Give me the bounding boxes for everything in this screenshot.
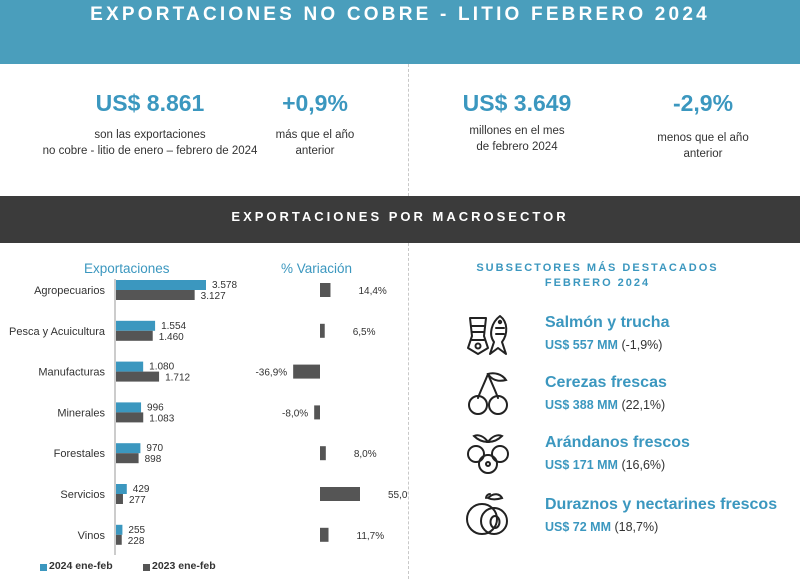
data-label-2023-agropecuarios: 3.127 <box>201 291 226 302</box>
blueberry-icon <box>467 434 509 474</box>
bar-2023-pesca-y-acuicultura <box>116 330 153 341</box>
bar-2024-forestales <box>116 443 141 454</box>
data-label-2023-minerales: 1.083 <box>149 413 174 424</box>
variation-label-servicios: 55,0% <box>388 490 408 501</box>
kpi-month-desc-2: de febrero 2024 <box>476 141 558 153</box>
data-label-2023-vinos: 228 <box>128 536 145 547</box>
legend-label-2023: 2023 ene-feb <box>152 560 216 572</box>
kpi-total-change-desc-1: más que el año <box>275 129 355 141</box>
bar-2023-servicios <box>116 494 123 504</box>
category-label-servicios: Servicios <box>60 489 105 501</box>
kpi-divider <box>408 64 409 196</box>
cherry-icon <box>468 372 508 415</box>
category-label-manufacturas: Manufacturas <box>38 367 105 379</box>
subsector-value-3: US$ 72 MM <box>545 520 611 534</box>
fish-icon <box>467 315 508 355</box>
variation-bar-pesca-y-acuicultura <box>320 323 325 338</box>
variation-bar-manufacturas <box>293 364 320 379</box>
subsector-value-row-0: US$ 557 MM (-1,9%) <box>545 338 662 352</box>
bar-2023-agropecuarios <box>116 290 195 300</box>
bar-2023-manufacturas <box>116 371 160 382</box>
subsector-value-2: US$ 171 MM <box>545 458 618 472</box>
bar-2024-manufacturas <box>116 361 144 372</box>
exports-column-title: Exportaciones <box>84 261 170 276</box>
kpi-total-change-desc-2: anterior <box>295 145 335 157</box>
subsector-change-3: (18,7%) <box>614 520 659 534</box>
data-label-2023-manufacturas: 1.712 <box>165 373 190 384</box>
data-label-2024-servicios: 429 <box>133 484 150 495</box>
category-label-minerales: Minerales <box>57 407 105 419</box>
variation-bar-vinos <box>320 527 329 542</box>
kpi-total-desc-1: son las exportaciones <box>94 129 206 141</box>
peach-icon <box>466 493 508 535</box>
kpi-month-change-desc-1: menos que el año <box>657 132 749 144</box>
subsectors-title: SUBSECTORES MÁS DESTACADOS FEBRERO 2024 <box>455 261 740 291</box>
data-label-2023-servicios: 277 <box>129 495 146 506</box>
subsector-value-row-1: US$ 388 MM (22,1%) <box>545 398 665 412</box>
subsector-value-row-3: US$ 72 MM (18,7%) <box>545 520 658 534</box>
kpi-total-desc-2: no cobre - litio de enero – febrero de 2… <box>42 145 258 157</box>
subsectors-title-line-2: FEBRERO 2024 <box>544 277 651 289</box>
variation-bar-agropecuarios <box>320 283 331 297</box>
kpi-month-value: US$ 3.649 <box>462 90 572 116</box>
data-label-2024-minerales: 996 <box>147 402 164 413</box>
data-label-2024-pesca-y-acuicultura: 1.554 <box>161 321 186 332</box>
bar-2023-forestales <box>116 453 139 464</box>
variation-label-vinos: 11,7% <box>357 531 385 542</box>
category-label-forestales: Forestales <box>54 448 106 460</box>
kpi-total-change: +0,9% <box>282 90 348 116</box>
legend-swatch-2023 <box>143 564 150 571</box>
kpi-month-change-desc-2: anterior <box>683 148 723 160</box>
subsector-name-0: Salmón y trucha <box>545 314 670 331</box>
variation-bar-forestales <box>320 446 326 461</box>
subsector-value-row-2: US$ 171 MM (16,6%) <box>545 458 665 472</box>
subsector-name-1: Cerezas frescas <box>545 374 667 391</box>
variation-bar-minerales <box>314 405 320 420</box>
legend-swatch-2024 <box>40 564 47 571</box>
kpi-month-desc-1: millones en el mes <box>469 125 565 137</box>
subsector-name-3: Duraznos y nectarines frescos <box>545 496 778 513</box>
legend-label-2024: 2024 ene-feb <box>49 560 113 572</box>
bar-2024-vinos <box>116 524 123 535</box>
data-label-2024-manufacturas: 1.080 <box>149 362 174 373</box>
variation-bar-servicios <box>320 487 360 501</box>
data-label-2024-vinos: 255 <box>128 525 145 536</box>
kpi-month-change: -2,9% <box>672 90 734 116</box>
variation-label-manufacturas: -36,9% <box>255 368 287 379</box>
category-label-agropecuarios: Agropecuarios <box>34 285 105 297</box>
data-label-2023-pesca-y-acuicultura: 1.460 <box>159 332 184 343</box>
bar-2024-agropecuarios <box>116 280 206 290</box>
subsector-value-1: US$ 388 MM <box>545 398 618 412</box>
subsector-value-0: US$ 557 MM <box>545 338 618 352</box>
subsector-change-2: (16,6%) <box>621 458 666 472</box>
bar-2024-servicios <box>116 484 127 494</box>
subsector-change-1: (22,1%) <box>621 398 666 412</box>
bar-2023-minerales <box>116 412 144 423</box>
data-label-2023-forestales: 898 <box>145 454 162 465</box>
bar-2024-minerales <box>116 402 142 413</box>
variation-label-minerales: -8,0% <box>282 408 308 419</box>
category-label-vinos: Vinos <box>78 530 106 542</box>
subsectors-title-line-1: SUBSECTORES MÁS DESTACADOS <box>476 262 719 274</box>
subsector-change-0: (-1,9%) <box>621 338 663 352</box>
data-label-2024-agropecuarios: 3.578 <box>212 280 237 291</box>
variation-label-agropecuarios: 14,4% <box>358 286 386 297</box>
variation-label-pesca-y-acuicultura: 6,5% <box>353 327 376 338</box>
page-title: EXPORTACIONES NO COBRE - LITIO FEBRERO 2… <box>90 4 710 25</box>
data-label-2024-forestales: 970 <box>146 443 163 454</box>
variation-column-title: % Variación <box>281 261 353 276</box>
variation-label-forestales: 8,0% <box>354 449 377 460</box>
bar-2024-pesca-y-acuicultura <box>116 320 156 331</box>
lower-divider <box>408 243 409 579</box>
section-title: EXPORTACIONES POR MACROSECTOR <box>231 209 569 224</box>
header-band <box>0 0 800 64</box>
subsector-name-2: Arándanos frescos <box>545 434 690 451</box>
category-label-pesca-y-acuicultura: Pesca y Acuicultura <box>9 326 106 338</box>
bar-2023-vinos <box>116 534 122 545</box>
kpi-total-value: US$ 8.861 <box>95 90 205 116</box>
section-band <box>0 196 800 243</box>
